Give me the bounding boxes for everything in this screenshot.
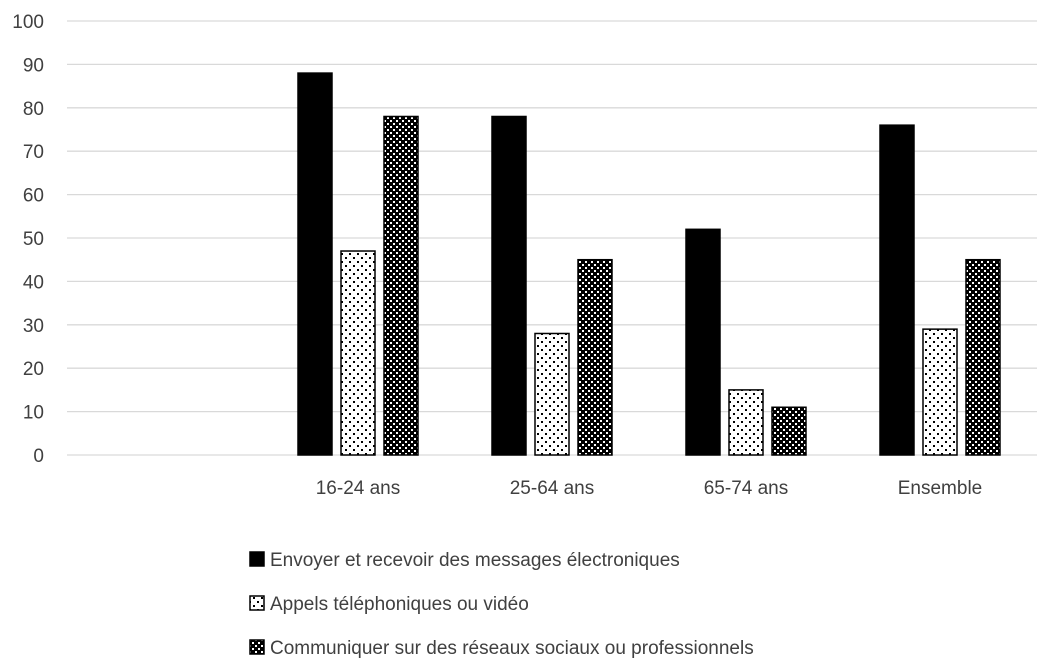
x-tick-label: 25-64 ans (510, 478, 595, 499)
y-tick-label: 90 (23, 55, 44, 76)
y-tick-label: 70 (23, 142, 44, 163)
y-tick-label: 50 (23, 229, 44, 250)
bar-social-2 (577, 258, 613, 456)
y-axis-tick-labels: 0 10 20 30 40 50 60 70 80 90 100 (12, 12, 44, 467)
bar-messages-2 (491, 115, 527, 456)
bar-social-4 (965, 258, 1001, 456)
bar-messages-3 (685, 228, 721, 456)
y-tick-label: 80 (23, 99, 44, 120)
bar-social-3 (771, 406, 807, 456)
y-tick-label: 60 (23, 186, 44, 207)
legend-swatch (249, 639, 265, 655)
y-tick-label: 0 (33, 446, 44, 467)
gridlines (67, 20, 1037, 456)
y-tick-label: 20 (23, 359, 44, 380)
y-tick-label: 30 (23, 316, 44, 337)
legend-label: Communiquer sur des réseaux sociaux ou p… (270, 638, 754, 659)
y-tick-label: 10 (23, 403, 44, 424)
bar-messages-4 (879, 124, 915, 456)
bar-calls-2 (534, 332, 570, 456)
legend-swatch (249, 551, 265, 567)
y-tick-label: 40 (23, 272, 44, 293)
y-tick-label: 100 (12, 12, 44, 33)
legend: Envoyer et recevoir des messages électro… (249, 550, 754, 659)
x-tick-label: 65-74 ans (704, 478, 789, 499)
bars (297, 72, 1001, 456)
bar-calls-4 (922, 328, 958, 456)
legend-label: Appels téléphoniques ou vidéo (270, 594, 529, 615)
bar-calls-3 (728, 389, 764, 456)
legend-swatch (249, 595, 265, 611)
bar-messages-1 (297, 72, 333, 456)
bar-social-1 (383, 115, 419, 456)
x-axis-tick-labels: 16-24 ans 25-64 ans 65-74 ans Ensemble (316, 478, 983, 499)
x-tick-label: 16-24 ans (316, 478, 401, 499)
legend-label: Envoyer et recevoir des messages électro… (270, 550, 680, 571)
x-tick-label: Ensemble (898, 478, 983, 499)
bar-calls-1 (340, 250, 376, 456)
